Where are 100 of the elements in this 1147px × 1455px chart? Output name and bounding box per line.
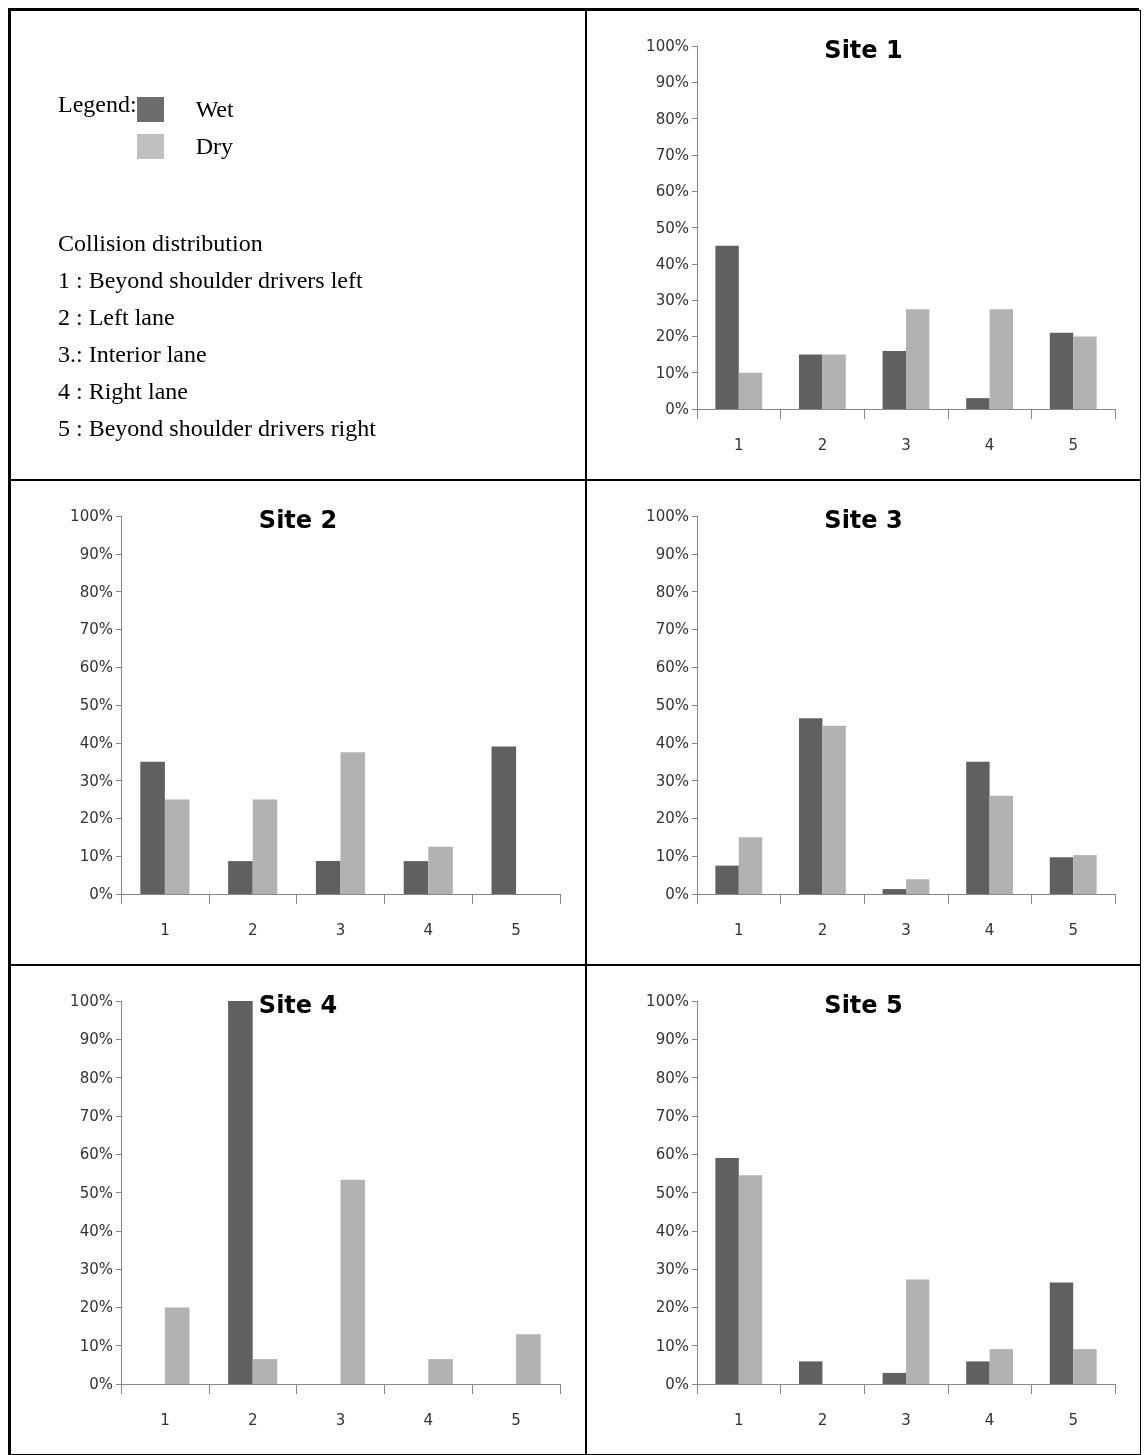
bar <box>715 245 739 409</box>
y-tick-label: 60% <box>79 1145 113 1164</box>
x-tick-label: 4 <box>984 435 995 454</box>
y-tick-label: 80% <box>655 582 689 601</box>
y-tick-label: 0% <box>665 1375 689 1393</box>
x-tick-label: 3 <box>901 435 911 454</box>
text: 5 : Beyond shoulder drivers right <box>58 414 377 443</box>
y-tick-label: 0% <box>665 400 689 418</box>
bar <box>989 795 1014 894</box>
bar <box>798 718 823 894</box>
bar <box>252 1359 278 1384</box>
bar <box>140 761 165 894</box>
text: 3.: Interior lane <box>58 340 208 369</box>
y-tick-label: 90% <box>655 73 689 92</box>
y-tick-label: 60% <box>655 182 689 201</box>
x-tick-label: 2 <box>247 920 258 939</box>
bar <box>1049 1282 1074 1384</box>
y-tick-label: 10% <box>79 1336 113 1355</box>
y-tick-label: 10% <box>655 1336 689 1355</box>
y-tick-label: 20% <box>655 809 689 828</box>
y-tick-label: 90% <box>79 1030 113 1049</box>
y-tick-label: 90% <box>655 544 689 563</box>
x-tick-label: 5 <box>511 1410 521 1429</box>
y-tick-label: 50% <box>655 1183 689 1202</box>
y-tick-label: 70% <box>79 1106 113 1125</box>
y-tick-label: 30% <box>655 1260 689 1279</box>
x-tick-label: 5 <box>1068 920 1078 939</box>
x-tick-label: 4 <box>423 920 434 939</box>
y-tick-label: 40% <box>655 733 689 752</box>
bar <box>1073 855 1097 894</box>
bar <box>738 837 763 894</box>
bar <box>1073 1349 1097 1384</box>
y-tick-label: 60% <box>655 1145 689 1164</box>
bar <box>738 1175 763 1384</box>
y-tick-label: 10% <box>655 847 689 866</box>
bar <box>164 1307 190 1384</box>
y-tick-label: 60% <box>79 658 113 677</box>
bar <box>403 861 429 894</box>
y-tick-label: 70% <box>655 1106 689 1125</box>
bar <box>516 1334 541 1384</box>
x-tick-label: 2 <box>817 920 828 939</box>
y-tick-label: 100% <box>646 992 689 1010</box>
x-tick-label: 4 <box>984 920 995 939</box>
y-tick-label: 20% <box>655 1298 689 1317</box>
y-tick-label: 10% <box>79 847 113 866</box>
bar <box>1049 332 1074 409</box>
bar <box>966 761 990 894</box>
legend-title: Legend: <box>58 91 137 118</box>
chart-title: Site 4 <box>258 991 338 1019</box>
y-tick-label: 10% <box>655 363 689 382</box>
x-tick-label: 5 <box>1068 435 1078 454</box>
y-tick-label: 0% <box>665 885 689 903</box>
text: 2 : Left lane <box>58 303 176 332</box>
y-tick-label: 100% <box>646 37 689 55</box>
y-tick-label: 60% <box>655 658 689 677</box>
bar <box>228 861 253 894</box>
y-tick-label: 70% <box>655 145 689 164</box>
y-tick-label: 100% <box>70 507 113 525</box>
y-tick-label: 70% <box>655 620 689 639</box>
x-tick-label: 3 <box>335 1410 346 1429</box>
y-tick-label: 80% <box>655 1068 689 1087</box>
x-tick-label: 1 <box>734 435 744 454</box>
y-tick-label: 80% <box>655 109 689 128</box>
bar <box>340 752 366 894</box>
bar <box>228 1001 253 1384</box>
x-tick-label: 2 <box>817 1410 828 1429</box>
x-tick-label: 4 <box>423 1410 434 1429</box>
bar <box>738 372 763 409</box>
x-tick-label: 5 <box>511 920 521 939</box>
y-tick-label: 0% <box>89 1375 113 1393</box>
bar <box>882 889 906 894</box>
bar <box>966 1361 990 1384</box>
bar <box>822 725 846 894</box>
y-tick-label: 80% <box>79 582 113 601</box>
y-tick-label: 50% <box>79 696 113 714</box>
legend-label: Dry <box>195 133 233 160</box>
bar <box>252 799 278 894</box>
y-tick-label: 20% <box>79 1298 113 1317</box>
bar <box>340 1179 366 1384</box>
bar <box>315 861 341 894</box>
bar <box>428 1359 453 1384</box>
bar <box>1049 857 1074 894</box>
chart-title: Site 2 <box>258 506 338 534</box>
y-tick-label: 70% <box>79 620 113 639</box>
x-tick-label: 3 <box>335 920 346 939</box>
y-tick-label: 20% <box>655 327 689 346</box>
y-tick-label: 30% <box>655 291 689 310</box>
chart-title: Site 1 <box>824 36 903 64</box>
y-tick-label: 100% <box>646 507 689 525</box>
x-tick-label: 1 <box>734 920 744 939</box>
y-tick-label: 50% <box>655 696 689 714</box>
chart-title: Site 5 <box>824 991 903 1019</box>
legend-label: Wet <box>195 96 234 123</box>
bar <box>906 1279 930 1384</box>
bar <box>428 846 453 894</box>
chart-title: Site 3 <box>824 506 903 534</box>
bar <box>906 309 930 409</box>
y-tick-label: 90% <box>655 1030 689 1049</box>
bar <box>715 865 739 894</box>
bar <box>798 354 823 409</box>
